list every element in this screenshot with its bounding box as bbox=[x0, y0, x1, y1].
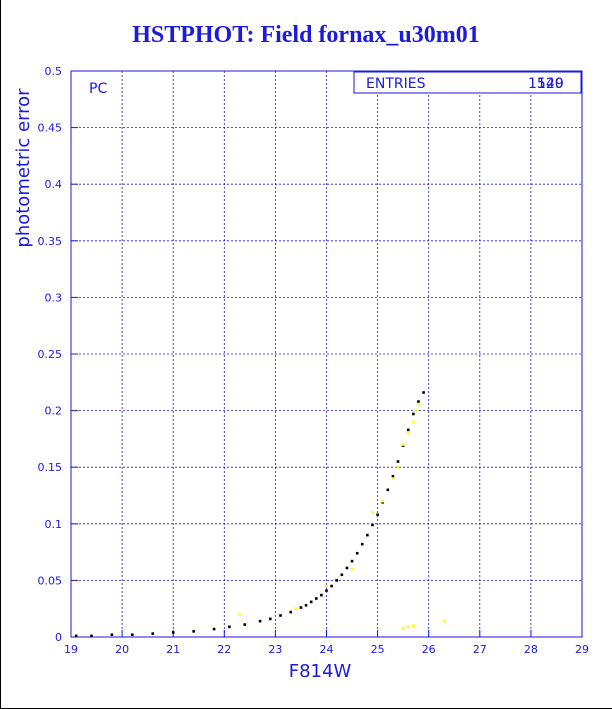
highlight-point bbox=[294, 607, 298, 610]
data-point bbox=[258, 619, 262, 623]
x-tick-label: 29 bbox=[575, 643, 589, 656]
highlight-point bbox=[238, 613, 241, 616]
data-point bbox=[192, 630, 195, 633]
data-point bbox=[320, 593, 323, 597]
y-tick-label: 0.4 bbox=[45, 178, 63, 191]
x-tick-label: 22 bbox=[217, 643, 231, 656]
data-point bbox=[314, 597, 318, 600]
y-axis-label: photometric error bbox=[13, 88, 34, 248]
data-point bbox=[371, 523, 374, 527]
x-tick-label: 24 bbox=[320, 643, 334, 656]
data-point bbox=[90, 634, 93, 638]
highlight-point bbox=[401, 626, 405, 630]
highlight-point bbox=[412, 624, 415, 627]
highlight-point bbox=[325, 584, 328, 588]
highlight-point bbox=[442, 619, 446, 623]
axis-ticks: 19 20 21 22 23 24 25 26 27 28 29 0 0.05 0.1 0.15 0.2 0.2… bbox=[38, 65, 590, 656]
panel-label: PC bbox=[89, 81, 107, 97]
highlight-point bbox=[381, 499, 385, 503]
data-point bbox=[304, 604, 308, 607]
x-tick-label: 26 bbox=[422, 643, 436, 656]
y-tick-label: 0.35 bbox=[38, 235, 63, 248]
highlight-point bbox=[391, 477, 395, 480]
stats-entries-overlay-value: 149 bbox=[537, 76, 564, 92]
highlight-point bbox=[350, 567, 354, 571]
y-tick-label: 0.15 bbox=[38, 461, 63, 474]
data-point bbox=[151, 632, 155, 635]
data-point bbox=[299, 606, 303, 609]
highlight-point bbox=[401, 443, 405, 446]
data-point bbox=[422, 391, 425, 394]
highlight-point bbox=[371, 511, 374, 514]
data-point bbox=[396, 460, 400, 463]
stats-entries-label: ENTRIES bbox=[366, 76, 426, 92]
data-point bbox=[74, 634, 78, 638]
data-point bbox=[355, 551, 359, 555]
data-point bbox=[345, 566, 349, 570]
data-point bbox=[243, 623, 247, 626]
data-point bbox=[212, 627, 216, 631]
x-tick-label: 21 bbox=[166, 643, 180, 656]
data-point bbox=[171, 631, 175, 634]
highlight-point bbox=[417, 403, 420, 407]
y-tick-label: 0.3 bbox=[45, 291, 63, 304]
highlight-point bbox=[414, 409, 418, 412]
data-point bbox=[268, 617, 272, 621]
highlight-point bbox=[406, 431, 410, 435]
data-point bbox=[417, 400, 420, 403]
x-tick-label: 28 bbox=[524, 643, 538, 656]
data-point bbox=[131, 633, 134, 637]
data-point bbox=[360, 542, 364, 546]
data-point bbox=[412, 412, 415, 416]
highlight-point bbox=[396, 465, 400, 469]
data-point bbox=[386, 488, 390, 492]
y-tick-label: 0.5 bbox=[45, 65, 63, 78]
y-tick-label: 0.45 bbox=[38, 122, 63, 135]
x-tick-label: 19 bbox=[64, 643, 78, 656]
data-point bbox=[325, 589, 328, 592]
highlight-point bbox=[406, 625, 410, 629]
highlight-point bbox=[412, 420, 415, 424]
data-point bbox=[340, 573, 344, 577]
x-tick-label: 27 bbox=[473, 643, 487, 656]
data-point bbox=[376, 513, 379, 517]
data-point bbox=[279, 614, 282, 617]
y-tick-label: 0.25 bbox=[38, 348, 63, 361]
data-point bbox=[350, 559, 354, 563]
chart-title: HSTPHOT: Field fornax_u30m01 bbox=[132, 22, 480, 48]
data-point bbox=[228, 625, 231, 629]
y-tick-label: 0.1 bbox=[45, 518, 63, 531]
y-tick-label: 0.2 bbox=[45, 405, 63, 418]
data-point bbox=[110, 633, 114, 637]
data-point bbox=[406, 428, 410, 432]
data-point bbox=[289, 610, 293, 614]
data-point bbox=[330, 584, 333, 588]
grid-lines bbox=[71, 71, 582, 637]
stats-box: ENTRIES 1520 149 bbox=[353, 71, 582, 94]
y-tick-label: 0 bbox=[55, 631, 62, 644]
x-tick-label: 20 bbox=[115, 643, 129, 656]
data-point bbox=[309, 600, 313, 604]
stats-entries-value: 1520 bbox=[528, 76, 564, 92]
data-point bbox=[335, 579, 339, 582]
data-point bbox=[391, 474, 395, 478]
x-tick-label: 25 bbox=[371, 643, 385, 656]
y-tick-label: 0.05 bbox=[38, 574, 63, 587]
x-tick-label: 23 bbox=[268, 643, 282, 656]
data-points bbox=[74, 391, 446, 638]
data-point bbox=[366, 533, 369, 537]
stats-box-frame bbox=[353, 71, 582, 94]
x-axis-label: F814W bbox=[289, 661, 352, 682]
